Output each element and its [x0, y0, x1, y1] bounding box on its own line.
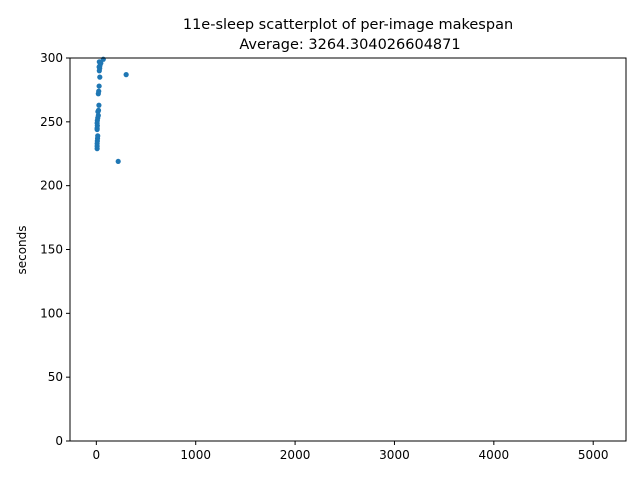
x-tick-label-5: 5000 — [578, 448, 609, 462]
y-tick-label-5: 250 — [40, 115, 63, 129]
data-point-14 — [95, 107, 102, 113]
data-point-17 — [96, 88, 102, 94]
points-layer — [94, 56, 129, 165]
data-point-15 — [96, 102, 102, 108]
y-tick-label-3: 150 — [40, 243, 63, 257]
chart-title: 11e-sleep scatterplot of per-image makes… — [183, 17, 513, 33]
x-tick-label-1: 1000 — [180, 448, 211, 462]
data-point-25 — [96, 59, 102, 65]
y-tick-label-2: 100 — [40, 306, 63, 320]
x-tick-label-3: 3000 — [379, 448, 410, 462]
y-tick-label-0: 0 — [55, 434, 63, 448]
x-tick-label-2: 2000 — [280, 448, 311, 462]
data-point-19 — [97, 74, 103, 80]
x-tick-label-0: 0 — [93, 448, 101, 462]
data-point-28 — [115, 158, 121, 165]
axes-layer: 0 1000 2000 3000 4000 5000 0 50 100 150 200 250 300 — [40, 51, 627, 462]
y-axis-label: seconds — [15, 225, 29, 274]
data-point-27 — [123, 72, 129, 78]
data-point-12 — [95, 112, 101, 119]
data-point-26 — [100, 56, 106, 62]
x-tick-label-4: 4000 — [479, 448, 510, 462]
y-tick-label-1: 50 — [48, 370, 63, 384]
y-tick-label-6: 300 — [40, 51, 63, 65]
plot-frame — [69, 57, 627, 442]
data-point-5 — [95, 133, 101, 139]
data-point-18 — [96, 83, 102, 89]
y-tick-label-4: 200 — [40, 179, 63, 193]
chart-subtitle: Average: 3264.304026604871 — [239, 37, 460, 53]
